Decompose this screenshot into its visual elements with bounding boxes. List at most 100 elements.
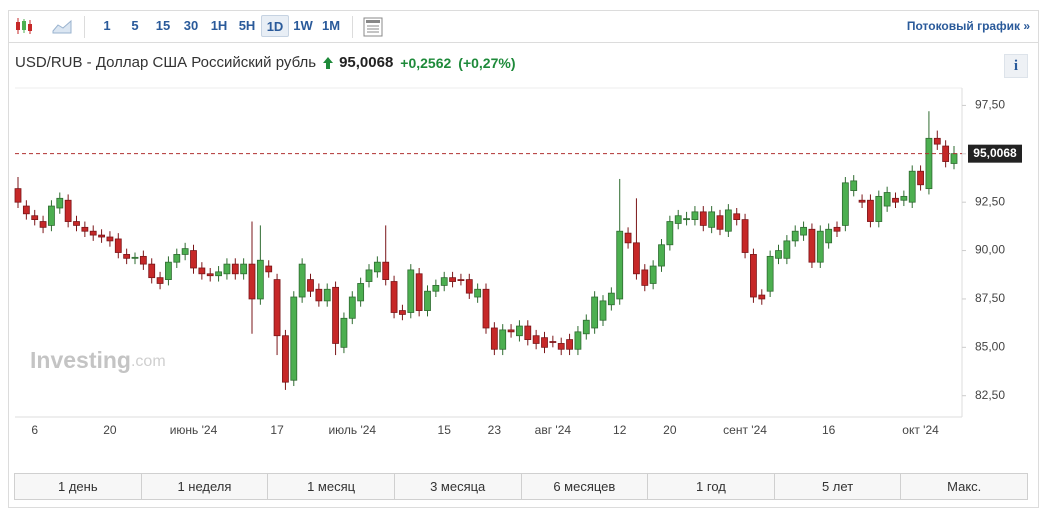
- x-tick-label: 17: [270, 423, 284, 437]
- candle-body: [816, 230, 824, 263]
- candle-body: [507, 329, 515, 333]
- interval-button[interactable]: 1W: [293, 18, 313, 33]
- candle-body: [390, 281, 398, 313]
- x-tick-label: 20: [663, 423, 677, 437]
- intervals: 1 5 15 30 1H 5H 1D 1W 1M: [93, 15, 345, 37]
- x-tick-label: 23: [488, 423, 502, 437]
- candle-body: [223, 263, 231, 275]
- candle-body: [741, 219, 749, 253]
- candle-body: [106, 236, 114, 242]
- candle-body: [599, 300, 607, 321]
- candle-body: [724, 209, 732, 232]
- candle-body: [783, 240, 791, 259]
- candle-body: [691, 211, 699, 221]
- candle-body: [499, 329, 507, 350]
- candle-body: [131, 256, 139, 259]
- interval-button[interactable]: 30: [183, 18, 199, 33]
- price-change: +0,2562: [400, 54, 452, 71]
- candle-body: [290, 296, 298, 381]
- candle-body: [156, 277, 164, 284]
- candle-body: [415, 273, 423, 311]
- candle-body: [165, 261, 172, 280]
- candle-body: [298, 263, 306, 298]
- candle-body: [332, 286, 339, 344]
- interval-button[interactable]: 1M: [321, 18, 341, 33]
- candle-body: [114, 238, 122, 253]
- range-button[interactable]: 3 месяца: [394, 474, 522, 499]
- candle-body: [81, 226, 89, 232]
- candle-body: [440, 277, 448, 286]
- interval-button[interactable]: 1D: [261, 15, 289, 37]
- info-button[interactable]: i: [1004, 54, 1028, 78]
- candle-body: [474, 288, 482, 298]
- candle-body: [516, 325, 523, 337]
- x-tick-label: 20: [103, 423, 117, 437]
- candle-body: [908, 170, 916, 203]
- candle-body: [31, 215, 39, 221]
- candle-body: [591, 296, 599, 329]
- candle-body: [833, 226, 841, 232]
- candle-body: [340, 317, 348, 348]
- interval-button[interactable]: 1H: [210, 18, 228, 33]
- range-button[interactable]: 5 лет: [774, 474, 902, 499]
- range-button[interactable]: 6 месяцев: [521, 474, 649, 499]
- candle-body: [750, 254, 757, 298]
- candle-body: [39, 221, 47, 228]
- candle-body: [557, 343, 565, 350]
- candle-body: [658, 244, 665, 267]
- interval-button[interactable]: 15: [155, 18, 171, 33]
- candle-body: [574, 331, 582, 350]
- last-price: 95,0068: [339, 54, 394, 71]
- candle-body: [424, 290, 431, 311]
- range-button[interactable]: 1 месяц: [268, 474, 395, 499]
- range-button[interactable]: Макс.: [901, 474, 1027, 499]
- candle-icon[interactable]: [13, 16, 35, 36]
- quote-header: USD/RUB - Доллар США Российский рубль 95…: [15, 54, 516, 71]
- candle-body: [683, 218, 690, 221]
- range-button[interactable]: 1 год: [648, 474, 775, 499]
- candle-body: [449, 277, 456, 282]
- candle-body: [532, 335, 540, 344]
- candle-body: [240, 263, 248, 275]
- candle-body: [248, 263, 256, 300]
- interval-button[interactable]: 5: [131, 18, 139, 33]
- candle-body: [883, 192, 891, 207]
- candle-body: [56, 197, 64, 209]
- candle-body: [256, 259, 264, 300]
- range-button[interactable]: 1 неделя: [141, 474, 269, 499]
- range-button[interactable]: 1 день: [15, 474, 142, 499]
- candle-body: [867, 199, 874, 222]
- candle-body: [190, 250, 197, 269]
- candle-body: [566, 339, 573, 350]
- x-tick-label: июль '24: [328, 423, 376, 437]
- interval-button[interactable]: 1: [103, 18, 111, 33]
- interval-button[interactable]: 5H: [238, 18, 256, 33]
- x-tick-label: 6: [31, 423, 38, 437]
- area-icon[interactable]: [51, 17, 73, 35]
- candle-body: [641, 269, 649, 286]
- candle-body: [841, 182, 849, 226]
- candle-body: [399, 310, 406, 315]
- candle-body: [775, 250, 782, 259]
- separator: [352, 16, 353, 38]
- candle-body: [231, 263, 239, 275]
- y-tick-label: 97,50: [975, 98, 1005, 112]
- toolbar: 1 5 15 30 1H 5H 1D 1W 1M Потоковый график »: [9, 11, 1038, 43]
- streaming-link[interactable]: Потоковый график »: [906, 19, 1030, 33]
- candle-body: [73, 221, 80, 226]
- up-arrow: [323, 56, 334, 69]
- candle-body: [89, 230, 97, 236]
- current-price-box: [968, 144, 1022, 163]
- candle-body: [633, 242, 640, 275]
- candle-body: [616, 230, 624, 300]
- y-tick-label: 90,00: [975, 243, 1005, 257]
- candle-body: [900, 195, 908, 201]
- candle-body: [482, 288, 490, 329]
- candle-body: [148, 263, 156, 279]
- watermark: Investing.com: [30, 347, 166, 373]
- candle-body: [373, 261, 381, 273]
- layout-icon[interactable]: [362, 16, 384, 38]
- candle-body: [282, 335, 289, 383]
